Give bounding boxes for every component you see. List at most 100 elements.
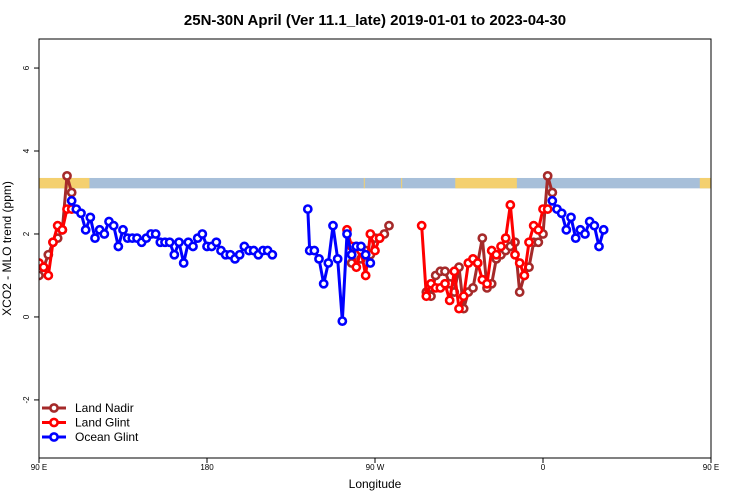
data-point	[421, 291, 432, 302]
data-point	[62, 171, 72, 181]
data-point	[174, 237, 184, 248]
data-point	[80, 224, 91, 235]
y-axis-label: XCO2 - MLO trend (ppm)	[0, 181, 14, 316]
data-point	[337, 316, 348, 326]
data-point	[458, 291, 469, 302]
data-point	[332, 253, 343, 264]
data-point	[510, 249, 520, 260]
data-point	[360, 249, 371, 260]
legend-marker	[49, 417, 59, 428]
data-point	[234, 249, 245, 260]
legend-marker	[49, 403, 59, 413]
data-point	[267, 249, 278, 260]
legend-label: Ocean Glint	[75, 430, 139, 444]
data-point	[314, 253, 324, 264]
x-tick-label: 90 E	[703, 463, 719, 472]
data-point	[440, 266, 450, 277]
data-point	[302, 204, 313, 214]
data-point	[76, 208, 86, 219]
legend-item: Land Glint	[42, 416, 130, 430]
data-point	[328, 220, 338, 231]
land-band-segment	[363, 177, 365, 189]
y-tick-label: -2	[22, 396, 31, 404]
legend-item: Ocean Glint	[42, 430, 139, 444]
y-tick-label: 2	[22, 231, 31, 236]
data-point	[491, 249, 502, 260]
data-point	[496, 241, 506, 252]
series-land-nadir	[39, 171, 558, 314]
data-point	[561, 224, 572, 235]
land-band-segment	[455, 177, 517, 189]
data-point	[365, 229, 376, 239]
land-band-segment	[39, 177, 90, 189]
data-point	[99, 229, 110, 239]
data-point	[519, 270, 530, 281]
data-point	[43, 270, 54, 281]
data-point	[482, 278, 492, 289]
data-point	[39, 262, 49, 273]
series-ocean-glint	[66, 195, 609, 326]
legend-label: Land Nadir	[75, 401, 134, 415]
x-axis: 90 E 180 90 W 0 90 E	[31, 458, 719, 472]
legend-item: Land Nadir	[42, 401, 134, 415]
x-tick-label: 0	[541, 463, 546, 472]
data-point	[542, 171, 553, 181]
land-band-segment	[699, 177, 711, 189]
data-point	[454, 303, 464, 314]
data-point	[477, 233, 488, 244]
data-point	[90, 233, 100, 244]
data-point	[48, 237, 58, 248]
data-point	[108, 220, 119, 231]
data-point	[514, 258, 525, 268]
data-point	[384, 220, 394, 231]
data-point	[440, 278, 450, 289]
data-point	[547, 187, 558, 198]
data-point	[589, 220, 600, 231]
data-point	[547, 195, 558, 206]
data-point	[514, 287, 525, 297]
data-point	[118, 224, 128, 235]
data-point	[356, 241, 366, 252]
data-point	[533, 224, 544, 235]
data-point	[365, 258, 376, 268]
data-point	[524, 237, 534, 248]
ocean-band	[39, 177, 711, 189]
data-point	[542, 204, 553, 214]
land-band-segment	[401, 177, 403, 189]
data-point	[533, 237, 544, 248]
x-tick-label: 90 W	[366, 463, 385, 472]
data-point	[570, 233, 581, 244]
data-point	[346, 249, 357, 260]
data-point	[323, 258, 334, 268]
y-tick-label: 4	[22, 148, 31, 153]
data-point	[566, 212, 576, 223]
data-point	[351, 262, 362, 273]
data-point	[500, 233, 511, 244]
data-point	[169, 249, 180, 260]
y-tick-label: 0	[22, 314, 31, 319]
data-point	[360, 270, 371, 281]
data-point	[150, 229, 161, 239]
data-point	[342, 229, 352, 239]
data-point	[416, 220, 427, 231]
data-point	[164, 237, 175, 248]
data-point	[178, 258, 189, 268]
x-axis-label: Longitude	[349, 477, 402, 491]
data-point	[468, 283, 478, 293]
data-point	[66, 195, 77, 206]
data-point	[444, 295, 455, 306]
data-point	[188, 241, 198, 252]
legend-marker	[49, 432, 59, 442]
data-point	[594, 241, 604, 252]
data-point	[85, 212, 96, 223]
data-point	[211, 237, 222, 248]
y-axis: -2 0 2 4 6	[22, 65, 39, 403]
data-point	[472, 258, 483, 268]
data-point	[556, 208, 567, 219]
series-line	[306, 209, 372, 323]
data-point	[374, 233, 385, 244]
x-tick-label: 180	[200, 463, 214, 472]
data-point	[309, 245, 320, 256]
